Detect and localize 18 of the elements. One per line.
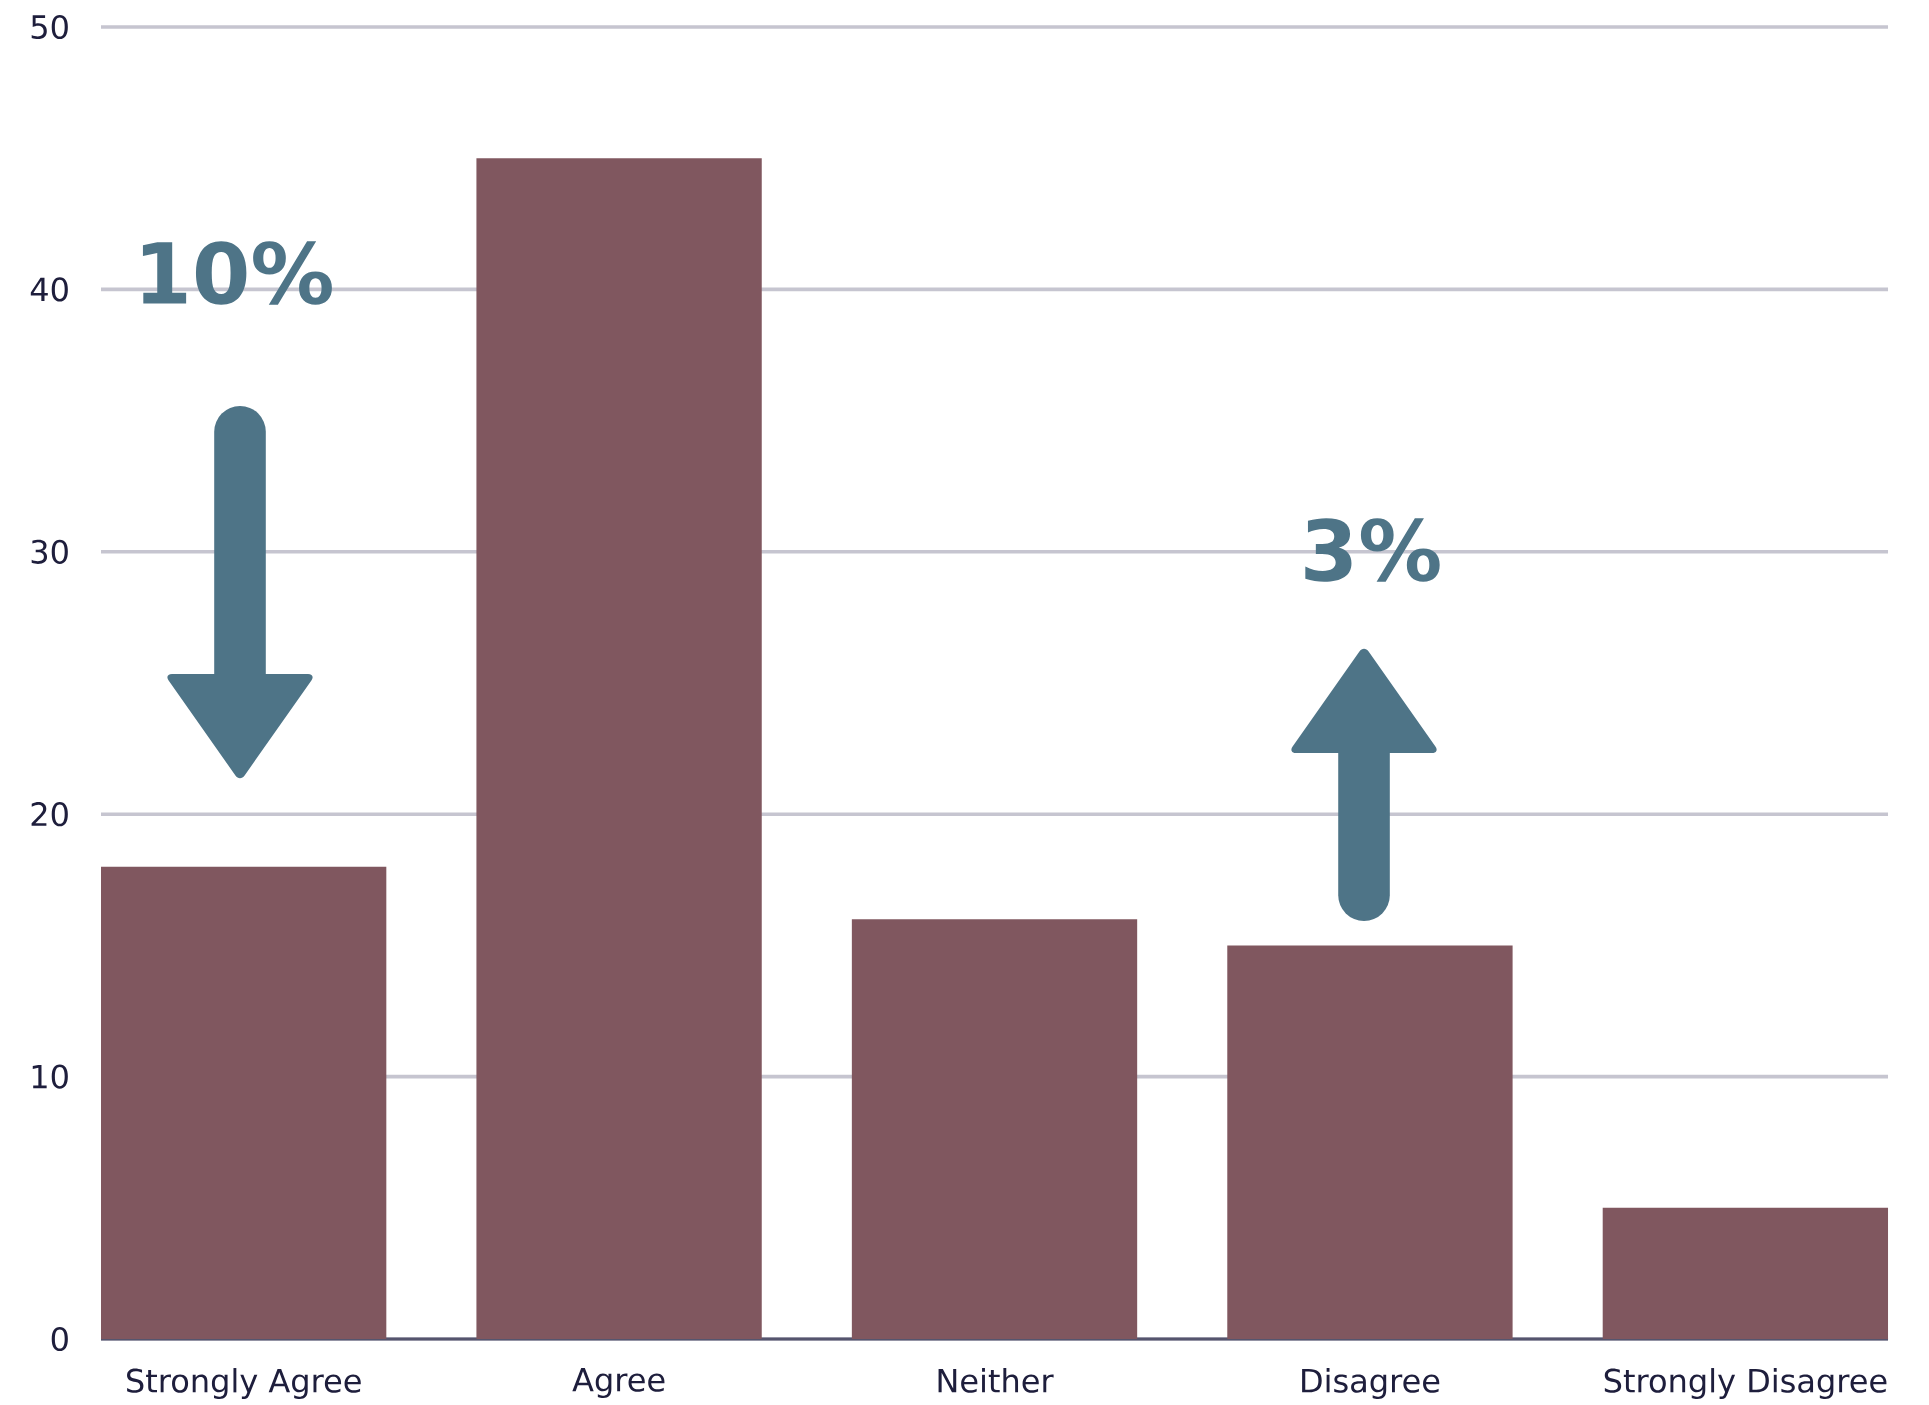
bar — [476, 158, 762, 1339]
annotation: 10% — [142, 241, 332, 305]
bar — [1227, 945, 1513, 1339]
x-tick-label: Strongly Disagree — [1604, 1368, 1887, 1400]
bar — [101, 866, 387, 1339]
x-tick-label: Disagree — [1302, 1368, 1440, 1400]
y-tick-label: 10 — [32, 1064, 68, 1089]
x-tick-label: Agree — [572, 1368, 665, 1399]
y-tick-label: 0 — [51, 1326, 68, 1352]
bar — [1602, 1207, 1889, 1339]
y-tick-label: 20 — [31, 802, 68, 827]
annotation: 3% — [1305, 518, 1440, 582]
y-tick-label: 30 — [31, 539, 68, 564]
x-tick-label: Neither — [938, 1368, 1054, 1393]
x-tick-label: Strongly Agree — [127, 1368, 361, 1400]
bar — [851, 919, 1138, 1339]
y-tick-label: 40 — [30, 277, 68, 302]
y-tick-label: 50 — [31, 14, 68, 40]
